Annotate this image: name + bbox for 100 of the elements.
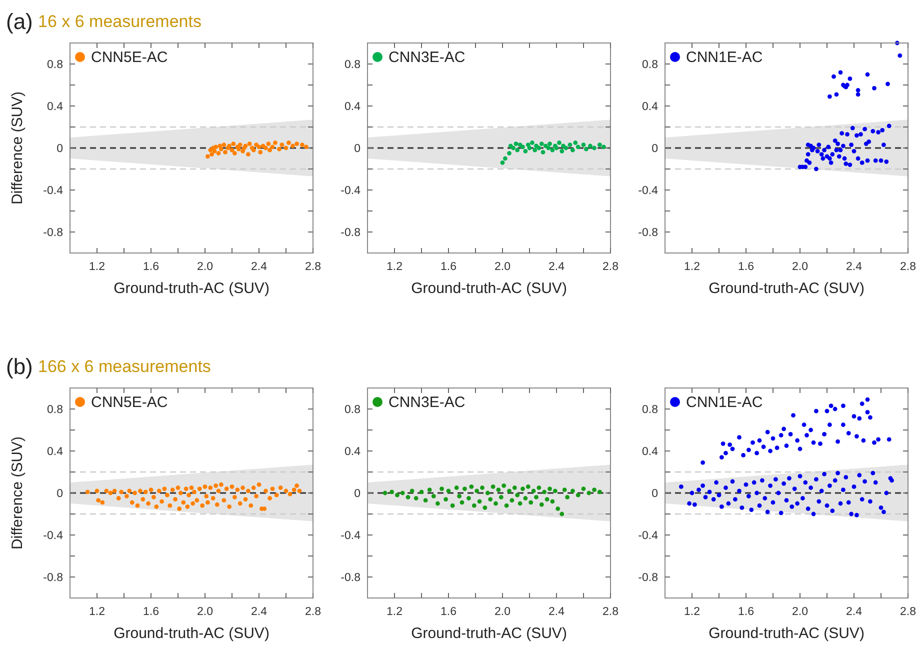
y-axis-title: Difference (SUV) — [9, 91, 26, 205]
text: (a) — [6, 9, 33, 34]
x-tick-label: 2.0 — [494, 261, 510, 273]
point — [290, 144, 295, 148]
point — [602, 144, 606, 150]
point — [570, 148, 575, 152]
chart-title: 16 x 6 measurements — [38, 12, 202, 31]
y-tick-label: 0.8 — [344, 59, 360, 71]
point — [539, 142, 544, 146]
point — [258, 150, 263, 154]
point — [212, 148, 217, 154]
y-tick-label: 0 — [354, 488, 360, 500]
point — [300, 142, 304, 148]
point — [280, 142, 284, 148]
point — [264, 146, 268, 150]
x-tick-label: 2.4 — [846, 606, 863, 618]
point — [527, 146, 532, 150]
x-tick-label: 2.0 — [494, 606, 510, 618]
x-tick-label: 1.6 — [738, 261, 754, 273]
x-tick-label: 2.8 — [305, 606, 321, 618]
point — [581, 142, 586, 148]
point — [294, 142, 299, 146]
point — [515, 148, 520, 152]
point — [560, 148, 564, 154]
x-tick-label: 2.4 — [846, 261, 863, 273]
point — [247, 142, 252, 146]
x-tick-label: 1.6 — [738, 606, 754, 618]
legend-label: CNN3E-AC — [388, 394, 466, 411]
point — [568, 142, 572, 148]
point — [532, 148, 538, 152]
point — [277, 146, 282, 152]
x-tick-label: 1.2 — [386, 606, 402, 618]
x-axis-title: Ground-truth-AC (SUV) — [411, 625, 567, 642]
y-tick-label: 0.8 — [642, 59, 658, 71]
point — [273, 140, 278, 145]
point — [548, 142, 552, 146]
x-tick-label: 1.6 — [440, 261, 456, 273]
point — [550, 148, 555, 152]
point — [268, 148, 272, 152]
point — [500, 160, 505, 165]
y-tick-label: -0.8 — [340, 572, 360, 584]
point — [584, 146, 588, 152]
point — [304, 144, 308, 150]
point — [230, 148, 234, 152]
point — [536, 146, 542, 150]
x-tick-label: 2.8 — [900, 261, 916, 273]
y-tick-label: 0.8 — [344, 404, 360, 416]
point — [588, 144, 592, 148]
y-tick-label: 0.4 — [642, 446, 659, 458]
x-tick-label: 1.2 — [89, 606, 105, 618]
point — [540, 150, 546, 154]
legend-label: CNN5E-AC — [91, 49, 168, 66]
y-tick-label: 0 — [652, 488, 658, 500]
x-tick-label: 2.0 — [197, 606, 213, 618]
point — [210, 152, 214, 156]
x-tick-label: 1.2 — [684, 261, 700, 273]
point — [206, 154, 210, 159]
x-tick-label: 2.8 — [602, 606, 618, 618]
x-axis-title: Ground-truth-AC (SUV) — [114, 280, 270, 297]
x-tick-label: 1.2 — [684, 606, 700, 618]
point — [222, 142, 226, 148]
y-tick-label: -0.4 — [638, 185, 659, 197]
y-tick-label: 0 — [354, 143, 360, 155]
x-tick-label: 2.0 — [792, 606, 808, 618]
x-tick-label: 2.0 — [197, 261, 213, 273]
point — [246, 152, 250, 156]
x-tick-label: 2.8 — [602, 261, 618, 273]
y-tick-label: -0.8 — [43, 227, 63, 239]
y-tick-label: -0.4 — [340, 185, 362, 197]
point — [240, 148, 245, 154]
y-tick-label: 0.4 — [47, 446, 64, 458]
y-tick-label: -0.8 — [43, 572, 63, 584]
point — [266, 142, 271, 146]
point — [216, 151, 221, 156]
y-tick-label: 0.8 — [642, 404, 658, 416]
point — [219, 146, 224, 152]
x-tick-label: 2.0 — [792, 261, 808, 273]
legend-label: CNN1E-AC — [686, 394, 763, 411]
y-tick-label: -0.4 — [340, 530, 362, 542]
x-tick-label: 1.6 — [143, 261, 159, 273]
point — [256, 144, 262, 150]
x-tick-label: 1.2 — [386, 261, 402, 273]
y-tick-label: -0.8 — [340, 227, 360, 239]
point — [573, 140, 578, 145]
point — [564, 146, 568, 150]
y-axis-title: Difference (SUV) — [9, 436, 26, 550]
point — [530, 140, 534, 145]
y-tick-label: -0.8 — [638, 572, 658, 584]
y-tick-label: -0.8 — [638, 227, 658, 239]
y-tick-label: 0.8 — [47, 59, 63, 71]
chart-title: 166 x 6 measurements — [38, 357, 211, 376]
point — [514, 142, 518, 146]
point — [223, 150, 228, 154]
point — [214, 144, 218, 150]
x-tick-label: 2.8 — [305, 261, 321, 273]
y-tick-label: -0.4 — [638, 530, 659, 542]
point — [511, 146, 516, 150]
point — [523, 148, 528, 154]
y-tick-label: 0 — [56, 488, 63, 500]
x-tick-label: 2.4 — [548, 606, 566, 618]
